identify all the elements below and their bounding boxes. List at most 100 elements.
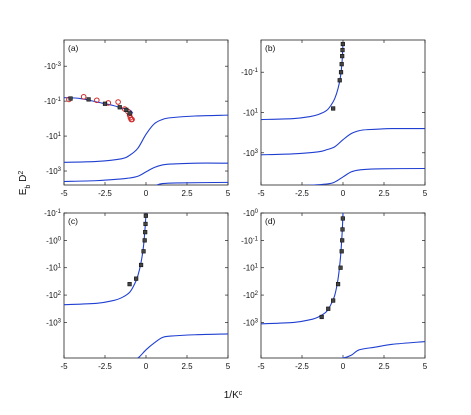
y-tick-label: -100: [243, 209, 259, 218]
series-line-4: [155, 181, 228, 185]
marker-square: [134, 276, 139, 281]
panel-1: -5 -2.5 0 2.5 5 -10-3 -10-1 -101 -103 (a): [44, 39, 231, 198]
marker-square: [335, 282, 341, 287]
series-line-1: [261, 213, 344, 325]
plot-area: [261, 213, 425, 358]
marker-square: [142, 238, 147, 243]
y-tick-label: -10-1: [241, 68, 259, 77]
series-line-1: [261, 41, 344, 121]
y-tick-label: -101: [243, 264, 259, 273]
panel-3: -5 -2.5 0 2.5 5 -10-1 -100 -101 -102 -103 (c): [44, 209, 231, 371]
marker-square: [340, 54, 345, 59]
series-line-2: [136, 333, 228, 358]
panel-label: (a): [68, 43, 79, 53]
y-axis-label: Eb D2: [18, 171, 32, 196]
marker-square: [340, 216, 345, 221]
marker-square: [340, 238, 345, 243]
panels: -5 -2.5 0 2.5 5 -10-3 -10-1 -101 -103 (a) -5 -2.5 0 2…: [44, 39, 428, 371]
plot-area: [64, 93, 228, 185]
marker-square: [127, 282, 132, 287]
marker-square: [326, 306, 331, 311]
marker-square: [124, 107, 129, 112]
marker-square: [339, 249, 344, 254]
marker-square: [127, 111, 132, 116]
marker-square: [331, 298, 336, 303]
x-tick-label: 2.5: [181, 189, 193, 198]
panel-label: (b): [265, 43, 276, 53]
series-line-3: [64, 162, 228, 183]
y-tick-label: -102: [243, 291, 259, 300]
marker-square: [337, 78, 342, 83]
y-tick-label: -10-1: [44, 209, 62, 218]
marker-circle: [80, 93, 87, 100]
y-tick-label: -103: [243, 149, 259, 158]
x-tick-label: -5: [60, 362, 68, 371]
marker-square: [319, 314, 324, 320]
y-tick-label: -10-3: [44, 62, 62, 71]
y-tick-label: -10-1: [44, 97, 62, 106]
x-tick-label: 2.5: [378, 189, 390, 198]
x-tick-label: 5: [423, 189, 428, 198]
y-tick-label: -103: [46, 318, 62, 327]
y-tick-label: -10-1: [241, 236, 259, 245]
x-tick-label: -2.5: [98, 362, 112, 371]
marker-circle: [129, 116, 135, 123]
marker-square: [117, 105, 122, 110]
x-tick-label: -2.5: [295, 362, 309, 371]
marker-square: [138, 262, 144, 268]
x-tick-label: 0: [341, 189, 346, 198]
x-tick-label: 0: [144, 362, 149, 371]
x-tick-label: 2.5: [378, 362, 390, 371]
marker-square: [141, 249, 146, 254]
y-tick-label: -100: [46, 236, 62, 245]
plot-frame: [260, 212, 426, 359]
series-line-2: [64, 114, 228, 163]
x-tick-label: -5: [257, 189, 265, 198]
panel-label: (c): [68, 216, 78, 226]
marker-square: [68, 96, 73, 101]
marker-square: [340, 41, 345, 47]
x-tick-label: 5: [423, 362, 428, 371]
marker-square: [339, 62, 344, 67]
marker-square: [102, 101, 108, 106]
x-tick-label: -5: [60, 189, 68, 198]
x-tick-label: 0: [144, 189, 149, 198]
panel-4: -5 -2.5 0 2.5 5 -100 -10-1 -101 -102 -103 (d): [241, 209, 428, 371]
plot-frame: [260, 39, 426, 186]
x-tick-label: 5: [226, 362, 231, 371]
series-line-3: [302, 167, 425, 185]
y-tick-label: -102: [46, 291, 62, 300]
series-line-1: [64, 213, 147, 306]
y-tick-label: -101: [46, 132, 62, 141]
marker-circle: [115, 99, 121, 105]
marker-square: [340, 227, 345, 232]
panel-2: -5 -2.5 0 2.5 5 -10-1 -101 -103 (b): [241, 39, 428, 198]
marker-square: [143, 230, 148, 235]
series-line-2: [261, 127, 425, 156]
x-tick-label: 2.5: [181, 362, 193, 371]
x-tick-label: -2.5: [98, 189, 112, 198]
marker-square: [338, 265, 343, 270]
plot-area: [64, 213, 228, 358]
marker-square: [143, 221, 148, 227]
y-tick-label: -101: [46, 264, 62, 273]
x-tick-label: -2.5: [295, 189, 309, 198]
y-tick-label: -103: [243, 318, 259, 327]
x-tick-label: 0: [341, 362, 346, 371]
plot-frame: [63, 212, 229, 359]
plot-area: [261, 41, 425, 185]
series-line-2: [338, 341, 425, 358]
series-line-1: [64, 97, 134, 114]
marker-square: [338, 70, 344, 75]
marker-square: [86, 97, 91, 102]
marker-square: [331, 106, 336, 111]
panel-label: (d): [265, 216, 276, 226]
x-axis-label: 1/Kc: [224, 390, 243, 402]
marker-square: [143, 213, 148, 218]
x-tick-label: 5: [226, 189, 231, 198]
marker-circle: [94, 97, 100, 104]
x-tick-label: -5: [257, 362, 265, 371]
marker-square: [340, 47, 345, 53]
y-tick-label: -101: [243, 109, 259, 118]
